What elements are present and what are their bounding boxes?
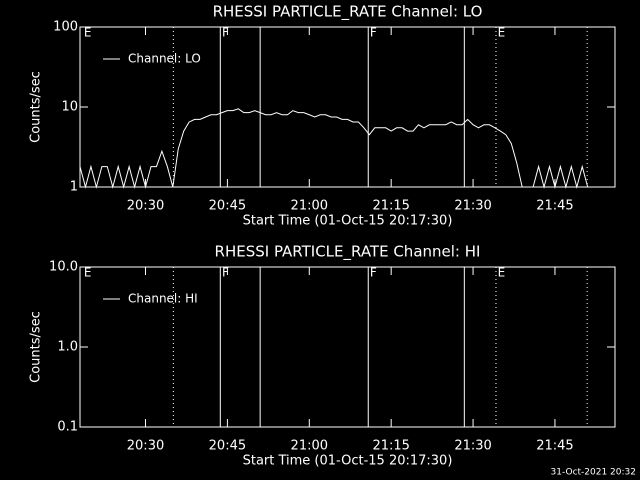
event-label: E (498, 266, 506, 280)
x-tick-label: 21:30 (454, 199, 491, 214)
x-tick-label: 21:15 (372, 439, 409, 454)
chart-title: RHESSI PARTICLE_RATE Channel: HI (215, 243, 481, 262)
x-tick-label: 20:45 (209, 199, 246, 214)
x-tick-label: 21:45 (536, 199, 573, 214)
event-label: F (222, 26, 229, 40)
legend-label: Channel: HI (128, 292, 198, 306)
event-label: F (370, 266, 377, 280)
y-tick-label: 10.0 (49, 260, 78, 275)
x-tick-label: 21:45 (536, 439, 573, 454)
event-label: F (370, 26, 377, 40)
legend-label: Channel: LO (128, 52, 201, 66)
x-axis-label: Start Time (01-Oct-15 20:17:30) (243, 454, 453, 469)
event-label: F (222, 266, 229, 280)
x-tick-label: 21:15 (372, 199, 409, 214)
y-tick-label: 10 (61, 100, 78, 115)
y-tick-label: 1 (70, 180, 78, 195)
y-tick-label: 0.1 (57, 420, 78, 435)
data-line (79, 108, 589, 189)
y-tick-label: 100 (53, 20, 78, 35)
x-tick-label: 20:45 (209, 439, 246, 454)
x-tick-label: 21:00 (291, 439, 328, 454)
x-tick-label: 21:30 (454, 439, 491, 454)
footer-timestamp: 31-Oct-2021 20:32 (551, 468, 636, 478)
y-axis-label: Counts/sec (29, 311, 44, 383)
x-tick-label: 20:30 (127, 439, 164, 454)
x-axis-label: Start Time (01-Oct-15 20:17:30) (243, 214, 453, 229)
chart-title: RHESSI PARTICLE_RATE Channel: LO (213, 3, 483, 22)
event-label: E (84, 266, 92, 280)
event-label: E (498, 26, 506, 40)
y-tick-label: 1.0 (57, 340, 78, 355)
x-tick-label: 20:30 (127, 199, 164, 214)
event-label: E (84, 26, 92, 40)
x-tick-label: 21:00 (291, 199, 328, 214)
y-axis-label: Counts/sec (29, 71, 44, 143)
